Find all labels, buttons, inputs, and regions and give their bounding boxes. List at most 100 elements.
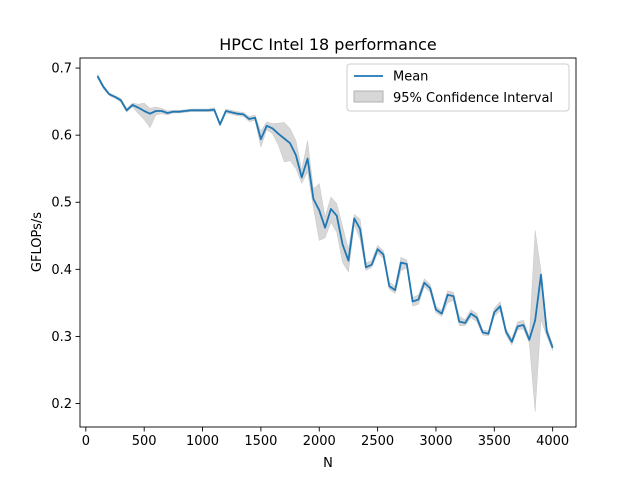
y-axis-label: GFLOPs/s bbox=[30, 212, 45, 272]
mean-point bbox=[120, 99, 122, 101]
mean-point bbox=[423, 282, 425, 284]
mean-point bbox=[178, 111, 180, 113]
y-tick-label: 0.2 bbox=[51, 397, 72, 412]
mean-point bbox=[365, 266, 367, 268]
mean-point bbox=[266, 125, 268, 127]
mean-point bbox=[435, 309, 437, 311]
mean-point bbox=[382, 254, 384, 256]
mean-point bbox=[202, 109, 204, 111]
mean-point bbox=[359, 228, 361, 230]
mean-point bbox=[143, 110, 145, 112]
mean-point bbox=[318, 209, 320, 211]
y-tick-label: 0.7 bbox=[51, 62, 72, 77]
mean-point bbox=[371, 264, 373, 266]
mean-point bbox=[546, 331, 548, 333]
y-tick-label: 0.3 bbox=[51, 330, 72, 345]
y-axis: 0.2 0.3 0.4 0.5 0.6 0.7 bbox=[51, 62, 80, 412]
mean-point bbox=[289, 142, 291, 144]
x-tick-label: 4000 bbox=[536, 434, 569, 449]
mean-point bbox=[487, 333, 489, 335]
mean-point bbox=[277, 133, 279, 135]
x-tick-label: 1000 bbox=[186, 434, 219, 449]
mean-point bbox=[406, 263, 408, 265]
mean-point bbox=[114, 96, 116, 98]
mean-point bbox=[161, 110, 163, 112]
mean-point bbox=[528, 339, 530, 341]
mean-point bbox=[190, 109, 192, 111]
mean-point bbox=[260, 138, 262, 140]
mean-point bbox=[196, 109, 198, 111]
mean-point bbox=[417, 299, 419, 301]
x-tick-label: 0 bbox=[82, 434, 90, 449]
plot-area bbox=[96, 73, 554, 412]
mean-point bbox=[108, 93, 110, 95]
legend-ci-label: 95% Confidence Interval bbox=[393, 91, 553, 106]
mean-point bbox=[447, 294, 449, 296]
mean-point bbox=[511, 341, 513, 343]
legend-ci-swatch bbox=[353, 90, 384, 103]
mean-point bbox=[184, 110, 186, 112]
mean-point bbox=[312, 198, 314, 200]
mean-point bbox=[330, 208, 332, 210]
mean-point bbox=[324, 227, 326, 229]
mean-point bbox=[242, 113, 244, 115]
mean-point bbox=[394, 289, 396, 291]
y-tick-label: 0.6 bbox=[51, 129, 72, 144]
x-tick-label: 500 bbox=[132, 434, 157, 449]
mean-point bbox=[254, 117, 256, 119]
mean-point bbox=[231, 111, 233, 113]
confidence-interval-band bbox=[97, 73, 553, 412]
mean-point bbox=[552, 347, 554, 349]
legend: Mean 95% Confidence Interval bbox=[346, 63, 570, 112]
mean-point bbox=[97, 75, 99, 77]
legend-mean-label: Mean bbox=[393, 70, 428, 85]
mean-point bbox=[237, 113, 239, 115]
mean-point bbox=[476, 317, 478, 319]
mean-point bbox=[301, 176, 303, 178]
mean-point bbox=[493, 311, 495, 313]
mean-point bbox=[505, 331, 507, 333]
mean-point bbox=[347, 260, 349, 262]
mean-point bbox=[126, 109, 128, 111]
y-tick-label: 0.4 bbox=[51, 263, 72, 278]
mean-point bbox=[452, 295, 454, 297]
mean-point bbox=[342, 244, 344, 246]
mean-point bbox=[458, 321, 460, 323]
x-tick-label: 3000 bbox=[419, 434, 452, 449]
mean-point bbox=[102, 86, 104, 88]
mean-point bbox=[429, 287, 431, 289]
mean-point bbox=[336, 215, 338, 217]
x-tick-label: 1500 bbox=[244, 434, 277, 449]
mean-point bbox=[137, 107, 139, 109]
mean-point bbox=[225, 110, 227, 112]
mean-line bbox=[96, 75, 554, 349]
mean-point bbox=[517, 325, 519, 327]
mean-point bbox=[213, 109, 215, 111]
mean-point bbox=[155, 110, 157, 112]
x-tick-label: 2000 bbox=[303, 434, 336, 449]
mean-point bbox=[400, 262, 402, 264]
mean-point bbox=[167, 112, 169, 114]
mean-point bbox=[207, 109, 209, 111]
mean-point bbox=[388, 285, 390, 287]
mean-point bbox=[534, 319, 536, 321]
mean-point bbox=[353, 217, 355, 219]
mean-point bbox=[132, 104, 134, 106]
mean-point bbox=[172, 111, 174, 113]
axes-frame bbox=[79, 57, 577, 428]
mean-point bbox=[540, 274, 542, 276]
mean-point bbox=[412, 301, 414, 303]
x-axis-label: N bbox=[323, 456, 333, 471]
mean-point bbox=[272, 127, 274, 129]
chart-title: HPCC Intel 18 performance bbox=[219, 35, 437, 54]
mean-point bbox=[248, 118, 250, 120]
mean-point bbox=[377, 248, 379, 250]
mean-point bbox=[464, 322, 466, 324]
y-tick-label: 0.5 bbox=[51, 196, 72, 211]
mean-point bbox=[219, 123, 221, 125]
mean-point bbox=[149, 113, 151, 115]
mean-point bbox=[283, 138, 285, 140]
x-tick-label: 3500 bbox=[478, 434, 511, 449]
x-tick-label: 2500 bbox=[361, 434, 394, 449]
